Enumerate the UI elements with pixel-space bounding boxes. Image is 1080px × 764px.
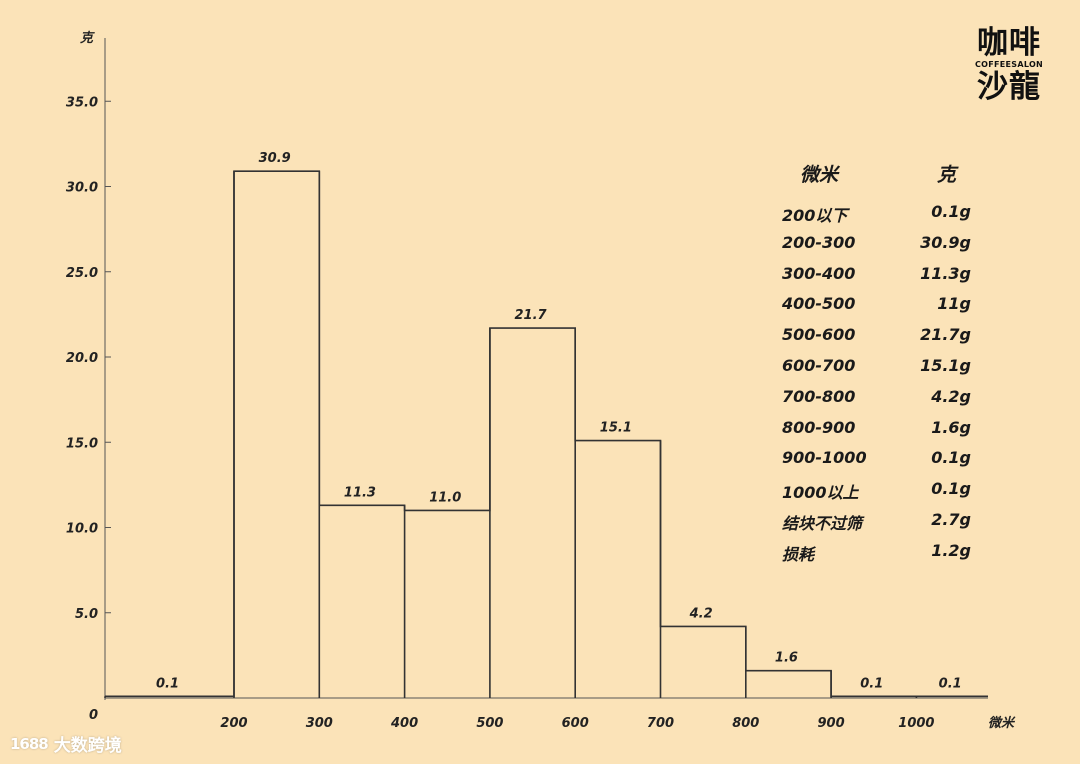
table-header: 微米 克 <box>782 160 977 188</box>
table-row: 200-300 30.9g <box>782 233 977 264</box>
table-row: 800-900 1.6g <box>782 418 977 449</box>
table-row: 结块不过筛 2.7g <box>782 510 977 541</box>
table-cell-range: 损耗 <box>782 544 815 564</box>
y-tick-label: 30.0 <box>66 181 98 196</box>
y-tick-label: 10.0 <box>66 522 98 537</box>
bin-data-label: 0.1 <box>939 676 962 691</box>
table-cell-range: 1000以上 <box>782 483 859 503</box>
table-cell-weight: 0.1g <box>931 202 971 221</box>
table-row: 600-700 15.1g <box>782 356 977 387</box>
y-axis-title: 克 <box>80 30 95 46</box>
table-cell-range: 500-600 <box>782 325 856 345</box>
table-header-gram: 克 <box>937 164 957 186</box>
origin-label: 0 <box>89 708 98 723</box>
data-label-group: 0.1 30.9 11.3 11.0 21.7 15.1 4.2 1.6 0.1 0.1 <box>156 151 962 691</box>
table-row: 700-800 4.2g <box>782 387 977 418</box>
histogram-bins <box>104 171 918 698</box>
x-tick-label: 300 <box>306 716 333 731</box>
y-tick-label: 20.0 <box>66 351 98 366</box>
table-row: 300-400 11.3g <box>782 264 977 295</box>
y-tick-label: 25.0 <box>66 266 98 281</box>
y-tick-label: 35.0 <box>66 95 98 110</box>
table-row: 900-1000 0.1g <box>782 448 977 479</box>
table-cell-weight: 30.9g <box>920 232 971 252</box>
table-cell-range: 200以下 <box>782 206 848 225</box>
bin-data-label: 11.3 <box>344 485 376 500</box>
logo-text-english: COFFEESALON <box>974 60 1044 69</box>
logo-text-bottom: 沙龍 <box>977 69 1041 105</box>
table-cell-range: 结块不过筛 <box>782 513 863 533</box>
y-tick-group: 5.0 10.0 15.0 20.0 25.0 30.0 35.0 <box>66 95 111 622</box>
bin-data-label: 0.1 <box>156 676 179 691</box>
table-cell-weight: 2.7g <box>931 509 971 529</box>
table-row: 1000以上 0.1g <box>782 479 977 510</box>
table-cell-weight: 0.1g <box>931 448 971 468</box>
coffee-salon-logo: 咖啡 COFFEESALON 沙龍 <box>970 28 1048 103</box>
bin-data-label: 1.6 <box>775 651 798 666</box>
table-cell-weight: 11g <box>937 294 971 314</box>
table-cell-weight: 1.6g <box>931 417 971 437</box>
bin-data-label: 15.1 <box>600 421 632 436</box>
bin-data-label: 4.2 <box>689 606 713 621</box>
table-header-micron: 微米 <box>800 164 839 186</box>
table-cell-range: 700-800 <box>782 386 856 406</box>
x-tick-group: 200 300 400 500 600 700 800 900 1000 <box>220 716 934 731</box>
table-cell-range: 600-700 <box>782 355 856 375</box>
table-row: 200以下 0.1g <box>782 202 977 233</box>
bin-data-label: 11.0 <box>429 490 461 505</box>
logo-text-top: 咖啡 <box>977 25 1041 61</box>
y-tick-label: 5.0 <box>75 607 98 622</box>
table-cell-weight: 0.1g <box>931 479 971 499</box>
x-tick-label: 400 <box>390 716 418 731</box>
x-tick-label: 1000 <box>898 716 934 731</box>
x-tick-label: 500 <box>476 716 503 731</box>
bin-data-label: 21.7 <box>515 308 548 323</box>
table-cell-range: 200-300 <box>782 232 856 252</box>
x-axis-title: 微米 <box>988 715 1016 731</box>
particle-size-table: 微米 克 200以下 0.1g 200-300 30.9g 300-400 11… <box>782 160 977 572</box>
watermark: 1688 大数跨境 <box>10 731 122 757</box>
x-tick-label: 800 <box>732 716 759 731</box>
bin-data-label: 30.9 <box>259 151 291 166</box>
watermark-text: 大数跨境 <box>53 736 122 756</box>
table-cell-range: 900-1000 <box>782 448 867 468</box>
table-cell-range: 400-500 <box>782 294 856 314</box>
x-tick-label: 900 <box>818 716 845 731</box>
y-tick-label: 15.0 <box>66 436 98 451</box>
table-cell-range: 800-900 <box>782 417 856 437</box>
watermark-logo-icon: 1688 <box>10 734 49 753</box>
x-tick-label: 700 <box>647 716 674 731</box>
x-tick-label: 200 <box>220 716 247 731</box>
table-cell-range: 300-400 <box>782 263 856 283</box>
bin-data-label: 0.1 <box>860 676 883 691</box>
x-tick-label: 600 <box>562 716 589 731</box>
table-cell-weight: 1.2g <box>931 540 971 560</box>
table-row: 400-500 11g <box>782 294 977 325</box>
table-cell-weight: 4.2g <box>931 386 971 406</box>
table-row: 500-600 21.7g <box>782 325 977 356</box>
table-cell-weight: 21.7g <box>920 325 971 345</box>
table-row: 损耗 1.2g <box>782 541 977 572</box>
table-cell-weight: 15.1g <box>920 355 971 375</box>
table-cell-weight: 11.3g <box>920 263 971 283</box>
